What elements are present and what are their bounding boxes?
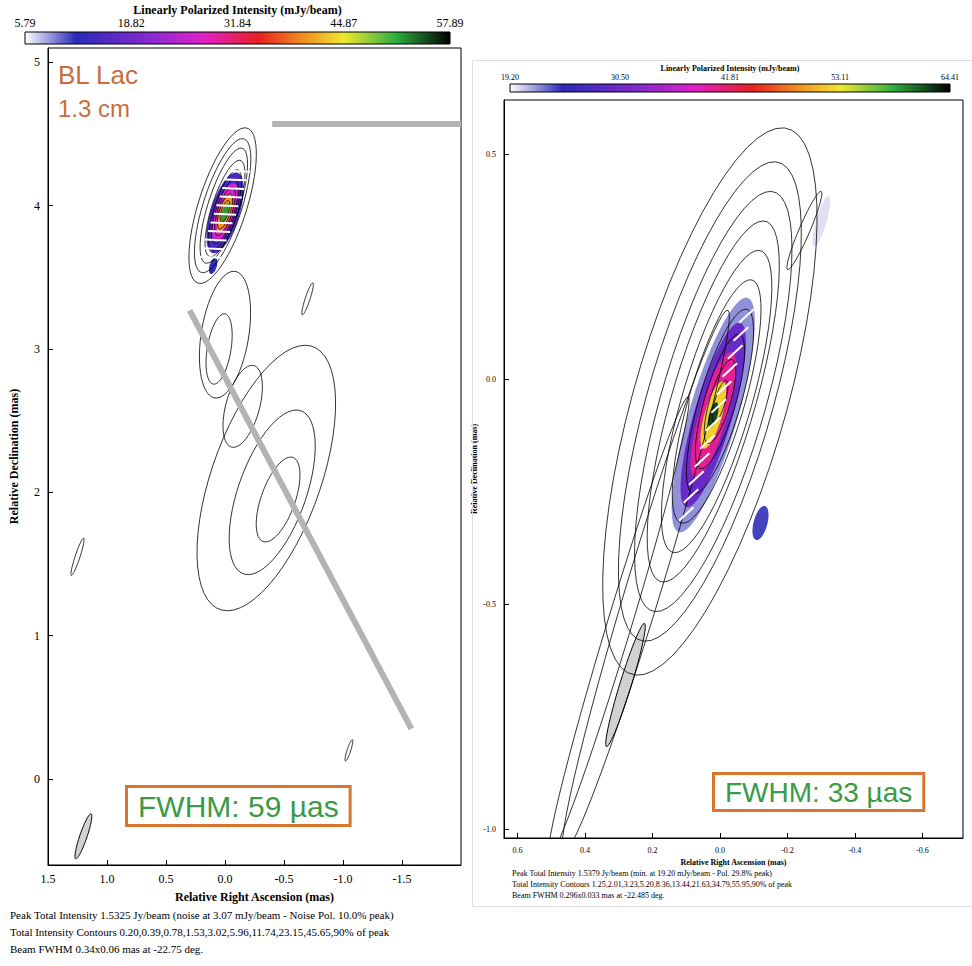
svg-text:5: 5 <box>34 55 40 69</box>
svg-text:0.0: 0.0 <box>486 375 496 384</box>
svg-text:-1.5: -1.5 <box>393 872 412 886</box>
svg-text:0.0: 0.0 <box>218 872 233 886</box>
svg-text:1.0: 1.0 <box>100 872 115 886</box>
svg-text:Beam FWHM 0.296x0.033 mas at -: Beam FWHM 0.296x0.033 mas at -22.485 deg… <box>512 891 664 900</box>
svg-text:19.20: 19.20 <box>501 73 519 82</box>
svg-text:BL Lac: BL Lac <box>58 60 138 90</box>
svg-text:-0.5: -0.5 <box>483 600 496 609</box>
svg-text:18.82: 18.82 <box>118 16 145 30</box>
svg-text:-0.5: -0.5 <box>275 872 294 886</box>
svg-text:0.5: 0.5 <box>159 872 174 886</box>
svg-text:Peak Total Intensity 1.5325 Jy: Peak Total Intensity 1.5325 Jy/beam (noi… <box>10 909 394 922</box>
svg-text:3: 3 <box>34 342 40 356</box>
svg-text:41.81: 41.81 <box>721 73 739 82</box>
svg-text:1.3 cm: 1.3 cm <box>58 95 130 122</box>
svg-text:Linearly Polarized Intensity (: Linearly Polarized Intensity (mJy/beam) <box>133 3 341 17</box>
svg-text:1.5: 1.5 <box>41 872 56 886</box>
svg-text:0.2: 0.2 <box>648 846 658 855</box>
svg-text:44.87: 44.87 <box>330 16 357 30</box>
svg-text:Linearly Polarized Intensity (: Linearly Polarized Intensity (mJy/beam) <box>661 64 800 73</box>
svg-text:0.5: 0.5 <box>486 150 496 159</box>
svg-text:0.6: 0.6 <box>513 846 523 855</box>
svg-text:0.4: 0.4 <box>580 846 590 855</box>
svg-text:FWHM: 33 µas: FWHM: 33 µas <box>725 777 912 808</box>
svg-text:-0.2: -0.2 <box>781 846 794 855</box>
svg-text:Relative Declination (mas): Relative Declination (mas) <box>7 389 21 524</box>
svg-text:-0.4: -0.4 <box>849 846 862 855</box>
svg-text:30.50: 30.50 <box>611 73 629 82</box>
svg-text:4: 4 <box>34 199 40 213</box>
svg-text:Beam FWHM 0.34x0.06 mas at -22: Beam FWHM 0.34x0.06 mas at -22.75 deg. <box>10 943 203 955</box>
svg-text:-1.0: -1.0 <box>483 825 496 834</box>
svg-text:5.79: 5.79 <box>15 16 36 30</box>
svg-text:64.41: 64.41 <box>941 73 959 82</box>
svg-text:Relative Declination (mas): Relative Declination (mas) <box>470 424 479 515</box>
svg-text:31.84: 31.84 <box>224 16 251 30</box>
svg-text:Total Intensity Contours 1.25,: Total Intensity Contours 1.25,2.01,3.23,… <box>512 880 792 889</box>
svg-text:-1.0: -1.0 <box>334 872 353 886</box>
svg-text:Relative Right Ascension (mas): Relative Right Ascension (mas) <box>681 858 787 867</box>
svg-text:0: 0 <box>34 772 40 786</box>
svg-text:Total Intensity Contours 0.20,: Total Intensity Contours 0.20,0.39,0.78,… <box>10 926 390 938</box>
svg-text:Peak Total Intensity 1.5379 Jy: Peak Total Intensity 1.5379 Jy/beam (min… <box>512 869 772 878</box>
svg-text:2: 2 <box>34 485 40 499</box>
svg-text:57.89: 57.89 <box>437 16 464 30</box>
svg-text:53.11: 53.11 <box>831 73 849 82</box>
svg-text:-0.6: -0.6 <box>916 846 929 855</box>
svg-text:1: 1 <box>34 629 40 643</box>
svg-text:0.0: 0.0 <box>715 846 725 855</box>
svg-text:Relative Right Ascension (mas): Relative Right Ascension (mas) <box>175 890 334 904</box>
svg-text:FWHM: 59 µas: FWHM: 59 µas <box>138 790 339 823</box>
